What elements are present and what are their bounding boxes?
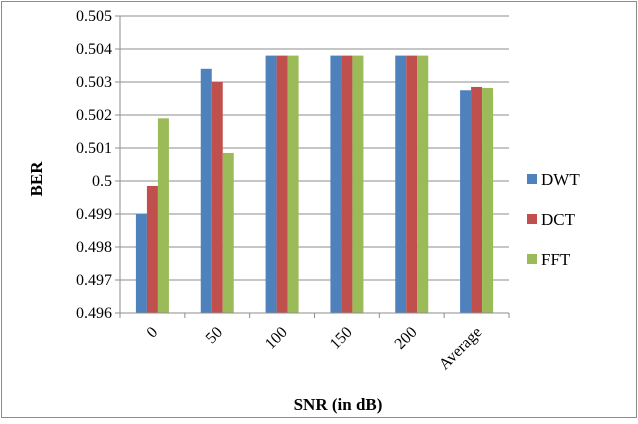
y-tick-label: 0.503 <box>76 74 112 91</box>
bar-dwt <box>460 90 472 313</box>
y-tick-label: 0.502 <box>76 107 112 124</box>
bar-fft <box>222 152 234 313</box>
legend-label-fft: FFT <box>541 250 571 269</box>
y-tick-label: 0.505 <box>76 8 112 25</box>
bar-dct <box>341 55 353 313</box>
bar-fft <box>417 55 429 313</box>
bars <box>135 55 494 313</box>
bar-dct <box>276 55 288 313</box>
legend-swatch-dwt <box>527 174 537 184</box>
bar-dwt <box>265 55 277 313</box>
bar-fft <box>482 87 494 313</box>
y-tick-label: 0.499 <box>76 206 112 223</box>
legend: DWT DCT FFT <box>527 170 580 269</box>
bar-dct <box>211 82 223 313</box>
bar-dct <box>471 86 483 313</box>
bar-fft <box>157 118 169 313</box>
x-axis-title: SNR (in dB) <box>294 395 383 414</box>
y-tick-label: 0.497 <box>76 272 112 289</box>
y-tick-label: 0.5 <box>92 173 112 190</box>
axes <box>115 15 510 318</box>
legend-swatch-fft <box>527 254 537 264</box>
bar-dwt <box>330 55 342 313</box>
bar-fft <box>352 55 364 313</box>
bar-dwt <box>135 214 147 313</box>
bar-dwt <box>395 55 407 313</box>
bar-fft <box>287 55 299 313</box>
y-axis-title: BER <box>27 161 46 197</box>
y-tick-label: 0.498 <box>76 239 112 256</box>
legend-label-dct: DCT <box>541 210 576 229</box>
bar-dct <box>146 185 158 313</box>
bar-dwt <box>200 68 212 313</box>
bar-dct <box>406 55 418 313</box>
legend-swatch-dct <box>527 214 537 224</box>
y-tick-label: 0.496 <box>76 305 112 322</box>
y-tick-label: 0.501 <box>76 140 112 157</box>
y-tick-label: 0.504 <box>76 41 112 58</box>
legend-label-dwt: DWT <box>541 170 580 189</box>
